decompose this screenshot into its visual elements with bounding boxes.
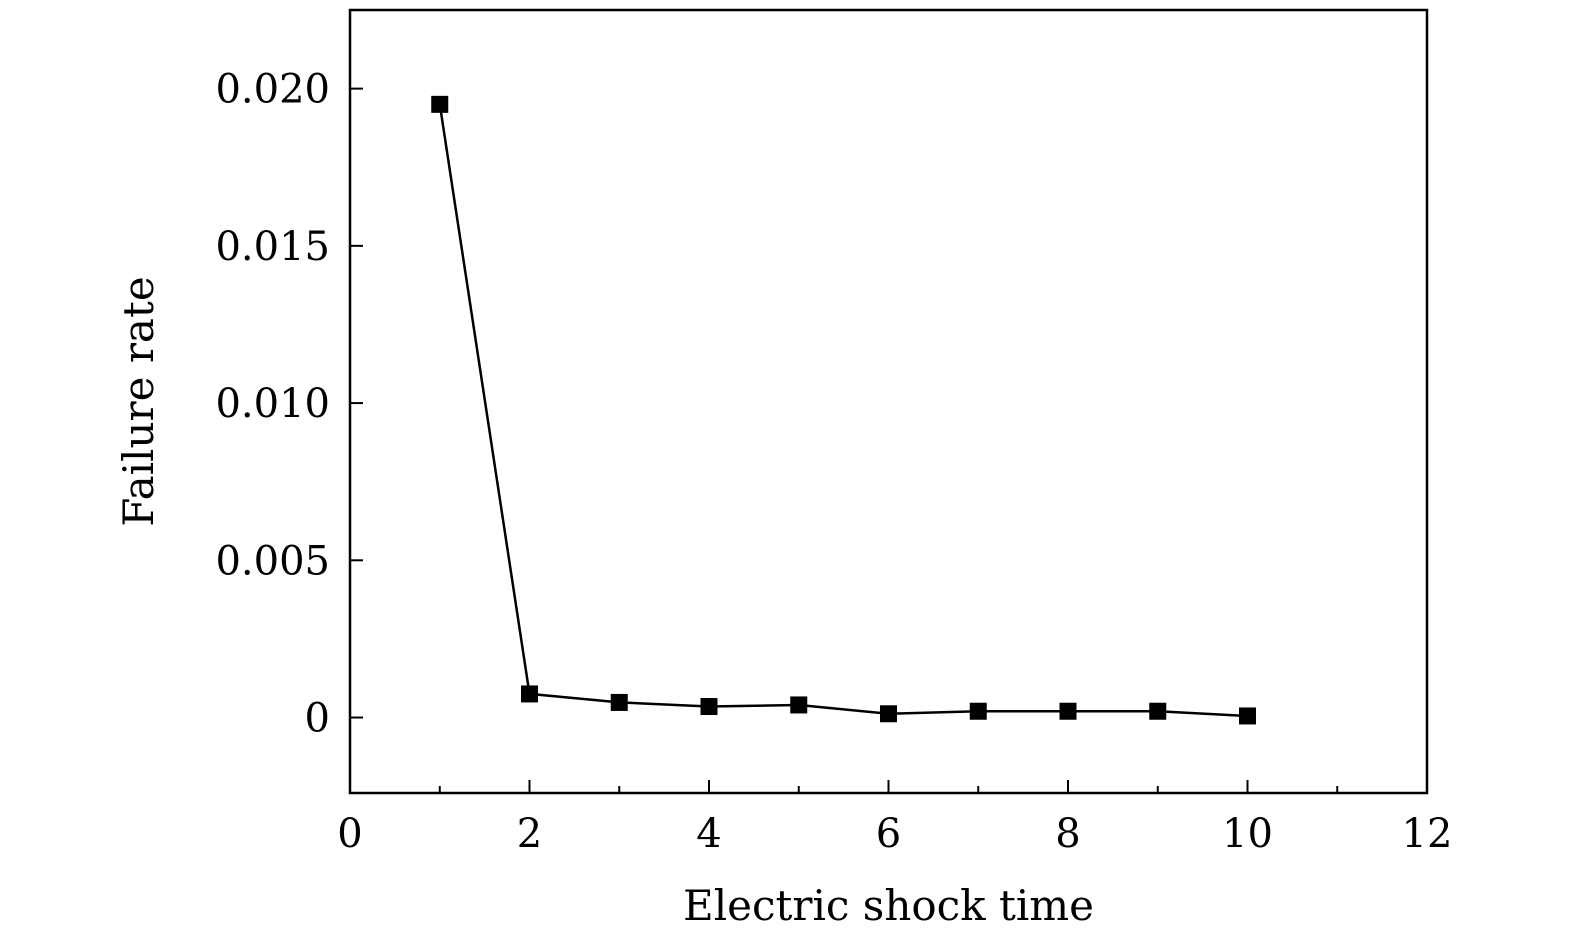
x-tick-label: 12 [1402, 811, 1453, 857]
x-axis-title: Electric shock time [683, 881, 1094, 930]
data-point-marker [1239, 707, 1256, 725]
y-tick-label: 0.020 [215, 67, 330, 113]
x-tick-label: 4 [696, 811, 721, 857]
x-tick-label: 0 [337, 811, 362, 857]
data-point-marker [1059, 702, 1077, 720]
x-axis-ticks: 0 2 4 6 8 10 12 [337, 780, 1452, 857]
data-point-marker [880, 705, 897, 723]
data-point-marker [969, 702, 987, 720]
data-point-marker [700, 698, 718, 716]
plot-frame [348, 8, 1429, 795]
y-tick-label: 0.005 [215, 538, 330, 584]
y-axis-ticks: 0 0.005 0.010 0.015 0.020 [215, 67, 363, 742]
y-tick-label: 0.010 [215, 381, 330, 427]
data-point-marker [1149, 702, 1167, 720]
x-tick-label: 6 [876, 811, 901, 857]
series-line [438, 104, 1248, 718]
series-layer [431, 95, 1256, 725]
data-point-marker [790, 696, 808, 714]
data-point-marker [521, 685, 538, 703]
y-tick-label: 0 [305, 696, 330, 742]
data-point-marker [610, 693, 628, 711]
y-tick-label: 0.015 [215, 224, 330, 270]
plot-border [348, 8, 1429, 795]
y-axis-title: Failure rate [114, 276, 163, 526]
data-point-marker [431, 95, 449, 113]
x-tick-label: 8 [1055, 811, 1080, 857]
x-tick-label: 10 [1222, 811, 1273, 857]
x-tick-label: 2 [517, 811, 542, 857]
